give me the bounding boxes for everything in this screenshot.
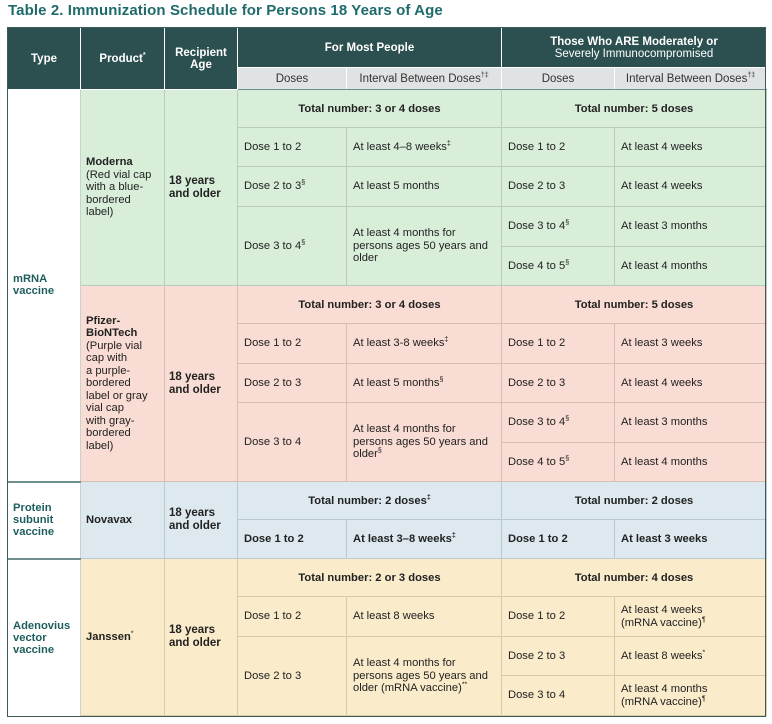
moderna-dose-3-4: Dose 3 to 4§ <box>237 206 347 286</box>
janssen-total-most: Total number: 2 or 3 doses <box>237 558 502 597</box>
pfizer-total-immuno: Total number: 5 doses <box>501 285 767 324</box>
pfizer-immuno-dose-1-2: Dose 1 to 2 <box>501 323 615 364</box>
immunization-schedule-table: Type Product* Recipient Age For Most Peop… <box>7 27 767 716</box>
pfizer-interval-2-3: At least 5 months§ <box>346 363 502 403</box>
novavax-interval-1-2: At least 3–8 weeks‡ <box>346 519 502 559</box>
janssen-total-immuno: Total number: 4 doses <box>501 558 767 597</box>
janssen-interval-2-3: At least 4 months for persons ages 50 yea… <box>346 636 502 716</box>
novavax-immuno-dose-1-2: Dose 1 to 2 <box>501 519 615 559</box>
janssen-immuno-dose-1-2: Dose 1 to 2 <box>501 596 615 637</box>
type-adenovirus-vector-vaccine: Adenovius vector vaccine <box>7 558 81 716</box>
type-mrna-vaccine: mRNA vaccine <box>7 89 81 483</box>
janssen-immuno-dose-3-4: Dose 3 to 4 <box>501 675 615 716</box>
header-most-people: For Most People <box>237 27 502 68</box>
moderna-total-immuno: Total number: 5 doses <box>501 89 767 128</box>
header-type: Type <box>7 27 81 90</box>
janssen-dose-1-2: Dose 1 to 2 <box>237 596 347 637</box>
moderna-interval-2-3: At least 5 months <box>346 166 502 207</box>
pfizer-dose-2-3: Dose 2 to 3 <box>237 363 347 403</box>
moderna-immuno-interval-2-3: At least 4 weeks <box>614 166 767 207</box>
pfizer-immuno-interval-4-5: At least 4 months <box>614 442 767 482</box>
novavax-total-most: Total number: 2 doses‡ <box>237 481 502 520</box>
age-pfizer: 18 years and older <box>164 285 238 482</box>
header-interval-immuno: Interval Between Doses†‡ <box>614 67 767 90</box>
pfizer-dose-3-4: Dose 3 to 4 <box>237 402 347 482</box>
janssen-dose-2-3: Dose 2 to 3 <box>237 636 347 716</box>
janssen-immuno-interval-2-3: At least 8 weeks* <box>614 636 767 676</box>
age-moderna: 18 years and older <box>164 89 238 286</box>
moderna-interval-3-4: At least 4 months for persons ages 50 yea… <box>346 206 502 286</box>
pfizer-immuno-dose-4-5: Dose 4 to 5§ <box>501 442 615 482</box>
product-moderna: Moderna (Red vial cap with a blue- borde… <box>80 89 165 286</box>
moderna-immuno-dose-3-4: Dose 3 to 4§ <box>501 206 615 247</box>
moderna-immuno-interval-3-4: At least 3 months <box>614 206 767 247</box>
novavax-dose-1-2: Dose 1 to 2 <box>237 519 347 559</box>
header-doses: Doses <box>237 67 347 90</box>
moderna-total-most: Total number: 3 or 4 doses <box>237 89 502 128</box>
moderna-dose-1-2: Dose 1 to 2 <box>237 127 347 167</box>
header-recipient-age: Recipient Age <box>164 27 238 90</box>
moderna-immuno-interval-1-2: At least 4 weeks <box>614 127 767 167</box>
pfizer-interval-3-4: At least 4 months for persons ages 50 yea… <box>346 402 502 482</box>
moderna-dose-2-3: Dose 2 to 3§ <box>237 166 347 207</box>
age-novavax: 18 years and older <box>164 481 238 559</box>
pfizer-immuno-dose-2-3: Dose 2 to 3 <box>501 363 615 403</box>
pfizer-immuno-interval-2-3: At least 4 weeks <box>614 363 767 403</box>
type-protein-subunit-vaccine: Protein subunit vaccine <box>7 481 81 560</box>
moderna-immuno-dose-2-3: Dose 2 to 3 <box>501 166 615 207</box>
novavax-total-immuno: Total number: 2 doses <box>501 481 767 520</box>
header-interval: Interval Between Doses†‡ <box>346 67 502 90</box>
janssen-immuno-interval-3-4: At least 4 months (mRNA vaccine)¶ <box>614 675 767 716</box>
product-novavax: Novavax <box>80 481 165 559</box>
moderna-immuno-dose-4-5: Dose 4 to 5§ <box>501 246 615 286</box>
product-pfizer: Pfizer- BioNTech (Purple vial cap with a… <box>80 285 165 482</box>
moderna-immuno-interval-4-5: At least 4 months <box>614 246 767 286</box>
pfizer-dose-1-2: Dose 1 to 2 <box>237 323 347 364</box>
product-janssen: Janssen* <box>80 558 165 716</box>
pfizer-immuno-interval-3-4: At least 3 months <box>614 402 767 443</box>
pfizer-interval-1-2: At least 3-8 weeks‡ <box>346 323 502 364</box>
janssen-immuno-dose-2-3: Dose 2 to 3 <box>501 636 615 676</box>
header-immunocompromised: Those Who ARE Moderately or Severely Immu… <box>501 27 767 68</box>
pfizer-immuno-interval-1-2: At least 3 weeks <box>614 323 767 364</box>
janssen-interval-1-2: At least 8 weeks <box>346 596 502 637</box>
moderna-immuno-dose-1-2: Dose 1 to 2 <box>501 127 615 167</box>
header-product: Product* <box>80 27 165 90</box>
janssen-immuno-interval-1-2: At least 4 weeks (mRNA vaccine)¶ <box>614 596 767 637</box>
novavax-immuno-interval-1-2: At least 3 weeks <box>614 519 767 559</box>
age-janssen: 18 years and older <box>164 558 238 716</box>
pfizer-immuno-dose-3-4: Dose 3 to 4§ <box>501 402 615 443</box>
table-title: Table 2. Immunization Schedule for Perso… <box>8 2 443 19</box>
moderna-interval-1-2: At least 4–8 weeks‡ <box>346 127 502 167</box>
pfizer-total-most: Total number: 3 or 4 doses <box>237 285 502 324</box>
header-doses-immuno: Doses <box>501 67 615 90</box>
